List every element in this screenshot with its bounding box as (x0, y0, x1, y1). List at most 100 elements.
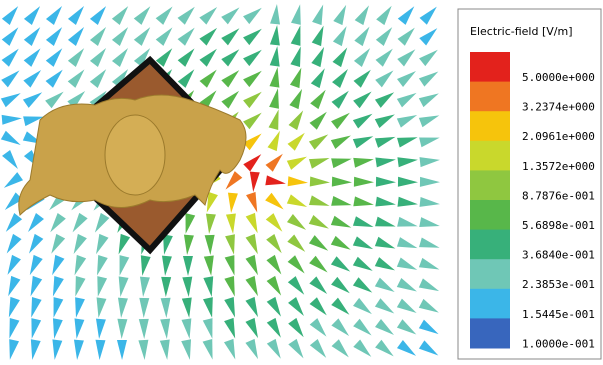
field-arrow (90, 69, 106, 88)
field-arrow (419, 320, 439, 335)
field-arrow (24, 48, 41, 66)
legend-swatch (470, 230, 510, 260)
field-arrow (117, 340, 127, 360)
field-arrow (397, 157, 417, 167)
field-arrow (353, 196, 374, 206)
field-arrow (7, 234, 22, 254)
field-arrow (52, 339, 62, 359)
field-arrow (243, 71, 262, 87)
field-arrow (267, 276, 282, 296)
field-arrow (245, 276, 257, 296)
field-arrow (309, 158, 330, 169)
field-arrow (332, 177, 352, 187)
field-arrow (181, 339, 191, 360)
field-arrow (419, 71, 438, 86)
legend-title: Electric-field [V/m] (470, 25, 573, 38)
field-arrow (134, 27, 150, 46)
field-arrow (68, 27, 84, 46)
field-arrow (183, 256, 193, 276)
field-arrow (68, 69, 85, 88)
field-arrow (375, 158, 396, 168)
field-arrow (9, 318, 19, 339)
field-arrow (289, 89, 302, 109)
field-arrow (331, 236, 351, 250)
field-arrow (375, 70, 393, 87)
field-arrow (309, 134, 328, 149)
field-arrow (2, 27, 19, 46)
field-arrow (290, 68, 301, 89)
field-arrow (203, 318, 213, 339)
field-arrow (97, 276, 107, 297)
field-arrow (310, 297, 327, 315)
field-arrow (270, 25, 280, 45)
field-arrow (309, 235, 328, 251)
field-arrow (354, 27, 369, 46)
field-arrow (397, 71, 416, 87)
field-arrow (419, 115, 439, 127)
field-arrow (270, 46, 280, 66)
field-arrow (74, 318, 84, 339)
legend-label: 1.3572e+000 (522, 160, 595, 173)
field-arrow (246, 192, 257, 213)
field-arrow (310, 177, 330, 187)
field-arrow (375, 237, 395, 249)
field-arrow (2, 6, 18, 25)
legend-swatch (470, 170, 510, 200)
field-arrow (312, 5, 323, 26)
field-arrow (397, 299, 417, 313)
field-arrow (2, 150, 18, 169)
field-arrow (331, 216, 351, 228)
legend-label: 2.3853e-001 (522, 278, 595, 291)
field-arrow (309, 256, 327, 273)
field-arrow (178, 7, 195, 25)
field-arrow (398, 177, 418, 187)
legend-swatch (470, 259, 510, 289)
field-arrow (243, 8, 262, 24)
field-arrow (246, 234, 258, 254)
field-arrow (376, 49, 393, 67)
field-arrow (267, 339, 281, 359)
field-arrow (310, 112, 327, 130)
field-arrow (419, 50, 438, 66)
field-arrow (266, 154, 283, 172)
field-arrow (397, 137, 418, 147)
field-arrow (31, 276, 43, 296)
legend-label: 3.6840e-001 (522, 249, 595, 262)
field-arrow (353, 92, 371, 109)
field-arrow (181, 318, 191, 339)
field-arrow (375, 197, 396, 207)
field-arrow (245, 318, 258, 338)
field-arrow (1, 70, 19, 87)
field-arrow (204, 255, 214, 275)
field-arrow (205, 235, 215, 255)
field-arrow (355, 5, 369, 25)
field-arrow (419, 93, 439, 107)
field-arrow (141, 255, 151, 276)
field-arrow (95, 340, 105, 360)
field-arrow (331, 318, 349, 336)
field-arrow (333, 5, 346, 25)
field-arrow (156, 6, 173, 24)
field-arrow (112, 27, 128, 46)
field-arrow (310, 339, 326, 358)
field-arrow (24, 6, 40, 25)
field-arrow (376, 27, 392, 46)
field-arrow (53, 276, 64, 297)
field-arrow (31, 318, 41, 339)
field-arrow (50, 213, 66, 232)
field-arrow (245, 297, 258, 317)
field-arrow (246, 213, 258, 233)
field-arrow (291, 4, 301, 25)
field-arrow (353, 216, 374, 227)
field-arrow (134, 6, 151, 25)
field-arrow (376, 177, 396, 187)
field-arrow (419, 278, 439, 291)
field-arrow (419, 28, 437, 45)
field-arrow (288, 133, 305, 151)
field-arrow (375, 278, 395, 292)
field-arrow (419, 340, 438, 355)
field-arrow (2, 49, 19, 67)
legend-label: 5.6898e-001 (522, 219, 595, 232)
legend-label: 5.0000e+000 (522, 71, 595, 84)
field-arrow (289, 110, 304, 130)
